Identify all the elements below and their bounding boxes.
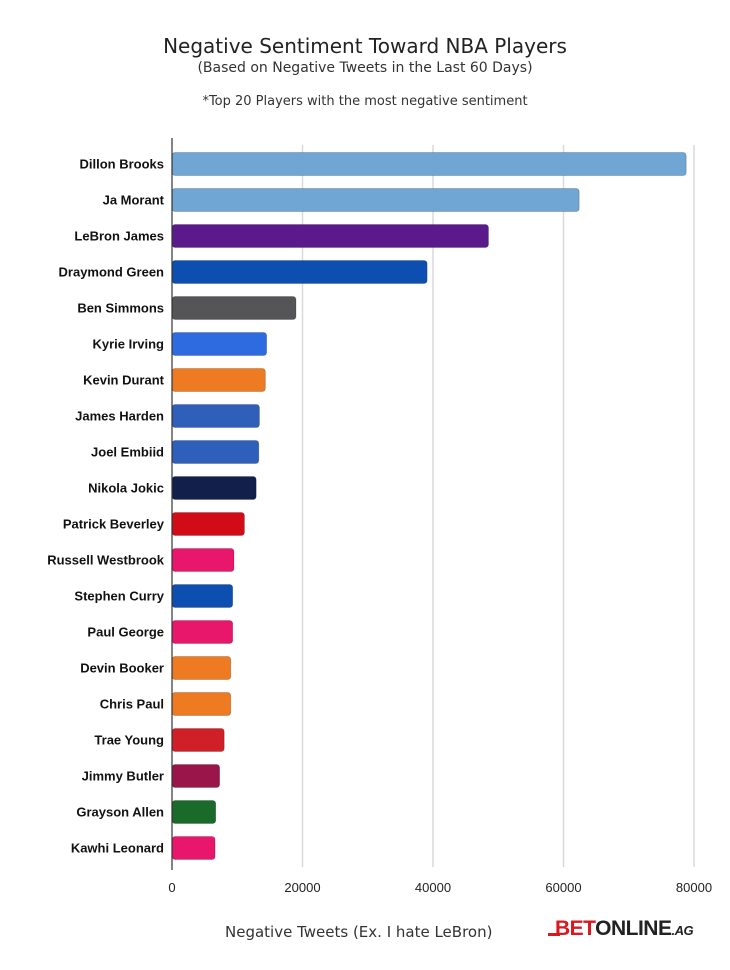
logo-online-text: ONLINE xyxy=(595,917,672,940)
bar xyxy=(171,836,216,860)
x-tick-label: 20000 xyxy=(284,880,320,895)
bars xyxy=(171,152,687,860)
category-label: Kawhi Leonard xyxy=(71,841,164,856)
category-label: Draymond Green xyxy=(59,265,165,280)
bar xyxy=(171,440,260,464)
bar xyxy=(171,800,217,824)
category-label: Devin Booker xyxy=(80,661,164,676)
category-label: James Harden xyxy=(75,409,164,424)
category-label: Jimmy Butler xyxy=(82,769,164,784)
logo-accent-bar xyxy=(548,933,560,936)
bar xyxy=(171,404,260,428)
x-tick-labels: 0 20000 40000 60000 80000 xyxy=(168,880,712,895)
x-tick-label: 80000 xyxy=(676,880,712,895)
bar xyxy=(171,620,234,644)
bar xyxy=(171,584,234,608)
logo-bet-text: BET xyxy=(555,917,596,940)
category-label: Russell Westbrook xyxy=(47,553,165,568)
chart-note: *Top 20 Players with the most negative s… xyxy=(202,94,528,109)
bar xyxy=(171,296,297,320)
bar xyxy=(171,548,235,572)
category-label: Dillon Brooks xyxy=(79,157,164,172)
betonline-logo: BETONLINE.AG xyxy=(555,917,694,941)
bar-chart: Dillon Brooks Ja Morant LeBron James Draymo… xyxy=(47,138,712,895)
chart-title: Negative Sentiment Toward NBA Players xyxy=(163,34,567,58)
bar xyxy=(171,260,428,284)
category-label: LeBron James xyxy=(74,229,164,244)
category-label: Chris Paul xyxy=(100,697,164,712)
bar xyxy=(171,332,268,356)
x-tick-label: 0 xyxy=(168,880,175,895)
x-axis-label: Negative Tweets (Ex. I hate LeBron) xyxy=(225,923,493,941)
category-label: Nikola Jokic xyxy=(88,481,164,496)
category-label: Grayson Allen xyxy=(76,805,164,820)
bar xyxy=(171,512,245,536)
x-tick-label: 60000 xyxy=(545,880,581,895)
bar xyxy=(171,656,232,680)
category-label: Paul George xyxy=(87,625,164,640)
category-label: Ben Simmons xyxy=(77,301,164,316)
bar xyxy=(171,368,266,392)
bar xyxy=(171,188,580,212)
bar xyxy=(171,728,225,752)
logo-ag-text: .AG xyxy=(671,923,694,938)
category-label: Stephen Curry xyxy=(74,589,164,604)
bar xyxy=(171,764,221,788)
category-label: Kevin Durant xyxy=(83,373,165,388)
category-label: Patrick Beverley xyxy=(63,517,165,532)
category-label: Trae Young xyxy=(94,733,164,748)
x-tick-label: 40000 xyxy=(415,880,451,895)
category-label: Joel Embiid xyxy=(91,445,164,460)
bar xyxy=(171,152,687,176)
category-label: Kyrie Irving xyxy=(92,337,164,352)
bar xyxy=(171,692,232,716)
category-label: Ja Morant xyxy=(103,193,165,208)
chart-subtitle: (Based on Negative Tweets in the Last 60… xyxy=(197,60,533,76)
bar xyxy=(171,224,489,248)
bar xyxy=(171,476,257,500)
category-labels: Dillon Brooks Ja Morant LeBron James Draymo… xyxy=(47,157,165,856)
gridlines xyxy=(301,145,695,867)
